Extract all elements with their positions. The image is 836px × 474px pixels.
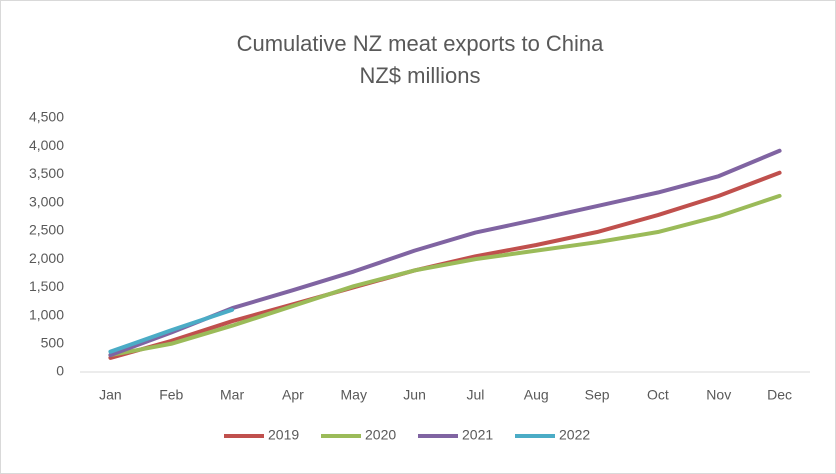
chart-title: Cumulative NZ meat exports to China: [237, 31, 605, 56]
legend-label: 2021: [462, 427, 493, 443]
y-tick-label: 500: [41, 334, 65, 350]
y-tick-label: 3,500: [29, 165, 64, 181]
y-tick-label: 1,500: [29, 278, 64, 294]
legend-label: 2022: [559, 427, 590, 443]
series-line: [108, 307, 235, 354]
x-tick-label: Sep: [585, 387, 610, 403]
y-tick-label: 3,000: [29, 193, 64, 209]
legend-label: 2019: [268, 427, 299, 443]
x-tick-label: Feb: [159, 387, 183, 403]
legend-label: 2020: [365, 427, 396, 443]
x-tick-label: Jun: [403, 387, 426, 403]
x-tick-label: Apr: [282, 387, 304, 403]
y-tick-label: 4,000: [29, 137, 64, 153]
y-tick-label: 4,500: [29, 109, 64, 125]
y-tick-label: 0: [56, 363, 64, 379]
x-tick-label: Nov: [706, 387, 731, 403]
x-tick-label: Aug: [524, 387, 549, 403]
series-line: [108, 193, 782, 358]
x-tick-label: Mar: [220, 387, 244, 403]
y-tick-label: 2,500: [29, 222, 64, 238]
x-tick-label: Jan: [99, 387, 122, 403]
y-tick-label: 2,000: [29, 250, 64, 266]
x-tick-label: May: [341, 387, 367, 403]
x-tick-label: Dec: [767, 387, 792, 403]
y-tick-label: 1,000: [29, 306, 64, 322]
x-tick-label: Oct: [647, 387, 669, 403]
x-tick-label: Jul: [466, 387, 484, 403]
chart-subtitle: NZ$ millions: [359, 63, 480, 88]
